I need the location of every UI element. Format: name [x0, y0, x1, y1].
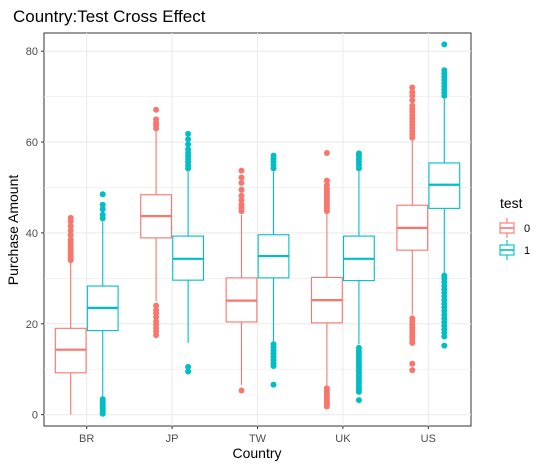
- x-tick-label: BR: [79, 433, 94, 445]
- x-axis: BR JP TW UK US: [79, 426, 436, 445]
- outlier-point: [441, 41, 448, 48]
- box-UK-test-0: [310, 149, 343, 410]
- outlier-point: [355, 397, 362, 404]
- outlier-point: [355, 150, 362, 157]
- outlier-point: [153, 302, 160, 309]
- x-tick-label: UK: [335, 433, 351, 445]
- outlier-point: [323, 177, 330, 184]
- outlier-point: [185, 130, 192, 137]
- x-tick-label: JP: [166, 433, 179, 445]
- outlier-point: [153, 106, 160, 113]
- legend-item-0: 0: [499, 218, 530, 238]
- y-tick-label: 60: [26, 137, 38, 149]
- box-JP-test-1: [172, 130, 205, 375]
- y-tick-label: 20: [26, 319, 38, 331]
- outlier-point: [270, 341, 277, 348]
- outlier-point: [270, 152, 277, 159]
- outlier-point: [355, 344, 362, 351]
- outlier-point: [238, 192, 245, 199]
- x-axis-title: Country: [232, 445, 281, 461]
- outlier-point: [441, 272, 448, 279]
- box-JP-test-0: [140, 106, 173, 339]
- y-tick-label: 40: [26, 228, 38, 240]
- box-BR-test-0: [54, 214, 87, 415]
- outlier-point: [67, 214, 74, 221]
- legend: test 0 1: [499, 195, 530, 260]
- outlier-point: [409, 360, 416, 367]
- outlier-point: [409, 367, 416, 374]
- outlier-point: [409, 97, 416, 104]
- outlier-point: [238, 186, 245, 193]
- outlier-point: [323, 182, 330, 189]
- outlier-point: [238, 387, 245, 394]
- box-UK-test-1: [342, 150, 375, 404]
- outlier-point: [153, 318, 160, 325]
- box-TW-test-1: [257, 152, 290, 388]
- y-axis: 0 20 40 60 80: [26, 46, 44, 422]
- outlier-point: [99, 206, 106, 213]
- y-tick-label: 0: [32, 410, 38, 422]
- outlier-point: [67, 236, 74, 243]
- outlier-point: [67, 227, 74, 234]
- outlier-point: [153, 116, 160, 123]
- outlier-point: [67, 232, 74, 239]
- box-TW-test-0: [225, 167, 258, 394]
- outlier-point: [441, 342, 448, 349]
- box-series: [54, 41, 461, 417]
- outlier-point: [409, 315, 416, 322]
- outlier-point: [238, 167, 245, 174]
- outlier-point: [185, 368, 192, 375]
- outlier-point: [185, 146, 192, 153]
- outlier-point: [153, 307, 160, 314]
- legend-title: test: [500, 195, 523, 211]
- outlier-point: [270, 381, 277, 388]
- outlier-point: [185, 141, 192, 148]
- outlier-point: [238, 174, 245, 181]
- outlier-point: [99, 201, 106, 208]
- outlier-point: [238, 179, 245, 186]
- chart-title: Country:Test Cross Effect: [13, 7, 206, 26]
- outlier-point: [323, 149, 330, 156]
- outlier-point: [238, 197, 245, 204]
- legend-item-1: 1: [499, 240, 530, 260]
- x-tick-label: TW: [249, 433, 267, 445]
- legend-label: 0: [524, 223, 530, 235]
- outlier-point: [323, 385, 330, 392]
- x-tick-label: US: [421, 433, 436, 445]
- outlier-point: [409, 89, 416, 96]
- outlier-point: [409, 102, 416, 109]
- outlier-point: [99, 396, 106, 403]
- box-US-test-1: [428, 41, 461, 349]
- box-BR-test-1: [86, 191, 119, 417]
- legend-label: 1: [524, 245, 530, 257]
- y-axis-title: Purchase Amount: [5, 175, 21, 286]
- outlier-point: [238, 201, 245, 208]
- outlier-point: [99, 191, 106, 198]
- outlier-point: [67, 223, 74, 230]
- box-US-test-0: [396, 84, 429, 374]
- outlier-point: [99, 211, 106, 218]
- outlier-point: [185, 363, 192, 370]
- outlier-point: [185, 136, 192, 143]
- outlier-point: [409, 84, 416, 91]
- y-tick-label: 80: [26, 46, 38, 58]
- outlier-point: [441, 67, 448, 74]
